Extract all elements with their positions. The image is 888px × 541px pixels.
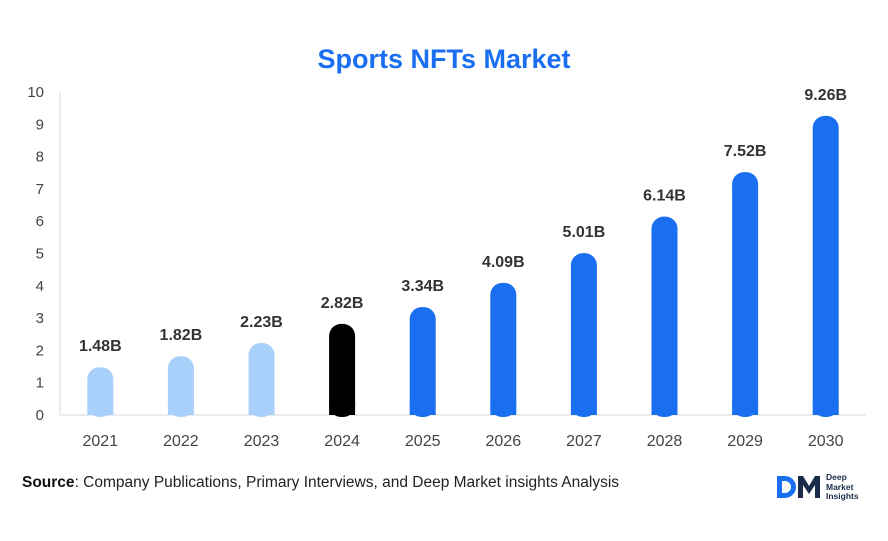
data-label: 2.23B — [240, 314, 283, 331]
y-tick-label: 2 — [36, 342, 44, 359]
x-tick-label: 2025 — [405, 433, 441, 450]
x-tick-label: 2027 — [566, 433, 602, 450]
bar — [490, 282, 517, 417]
x-tick-label: 2024 — [324, 433, 360, 450]
chart-bars — [87, 115, 839, 417]
company-logo: Deep Market Insights — [776, 472, 866, 503]
data-label: 6.14B — [643, 188, 686, 205]
data-label: 7.52B — [724, 143, 767, 160]
x-tick-label: 2022 — [163, 433, 199, 450]
y-tick-label: 9 — [36, 116, 44, 133]
logo-line-2: Market — [826, 481, 854, 492]
data-label: 4.09B — [482, 254, 525, 271]
bar — [167, 356, 194, 417]
y-tick-label: 6 — [36, 213, 44, 230]
y-tick-label: 7 — [36, 181, 44, 198]
logo-line-3: Insights — [826, 491, 859, 501]
bar — [409, 307, 436, 417]
bar-base — [248, 403, 275, 415]
source-label: Source — [22, 474, 75, 491]
logo-text: Deep Market Insights — [826, 472, 859, 502]
bar-base — [329, 403, 356, 415]
y-tick-label: 10 — [27, 84, 44, 101]
data-label: 9.26B — [804, 87, 847, 104]
bar-base — [570, 403, 597, 415]
y-tick-label: 0 — [36, 407, 44, 424]
y-tick-label: 5 — [36, 246, 44, 263]
y-axis-ticks: 0 1 2 3 4 5 6 7 8 9 10 — [27, 84, 44, 424]
source-text: : Company Publications, Primary Intervie… — [74, 474, 620, 491]
logo-line-1: Deep — [826, 472, 847, 482]
bar-base — [651, 403, 678, 415]
bar-base — [812, 403, 839, 415]
chart-data-labels: 1.48B 1.82B 2.23B 2.82B 3.34B 4.09B 5.01B 6.14B… — [79, 87, 847, 355]
bar-base — [409, 403, 436, 415]
y-tick-label: 8 — [36, 149, 44, 166]
data-label: 1.48B — [79, 338, 122, 355]
x-tick-label: 2030 — [808, 433, 844, 450]
x-tick-label: 2021 — [83, 433, 119, 450]
bar — [812, 115, 839, 417]
data-label: 2.82B — [321, 295, 364, 312]
y-tick-label: 3 — [36, 310, 44, 327]
chart-axes — [59, 92, 866, 416]
x-tick-label: 2029 — [727, 433, 763, 450]
data-label: 1.82B — [160, 327, 203, 344]
bar — [248, 342, 275, 417]
x-axis-ticks: 2021 2022 2023 2024 2025 2026 2027 2028 2029 2030 — [83, 433, 844, 450]
bar-base — [167, 403, 194, 415]
bar — [329, 323, 356, 417]
bar — [651, 216, 678, 417]
y-tick-label: 1 — [36, 375, 44, 392]
data-label: 5.01B — [563, 224, 606, 241]
chart-title: Sports NFTs Market — [317, 44, 571, 74]
dm-logo-icon — [777, 476, 820, 498]
bar — [570, 253, 597, 417]
x-tick-label: 2026 — [486, 433, 522, 450]
bar — [732, 172, 759, 417]
data-label: 3.34B — [401, 278, 444, 295]
bar-base — [87, 403, 114, 415]
x-tick-label: 2028 — [647, 433, 683, 450]
x-tick-label: 2023 — [244, 433, 280, 450]
bar-base — [490, 403, 517, 415]
source-note: Source: Company Publications, Primary In… — [22, 474, 619, 492]
y-tick-label: 4 — [36, 278, 44, 295]
bar-base — [732, 403, 759, 415]
